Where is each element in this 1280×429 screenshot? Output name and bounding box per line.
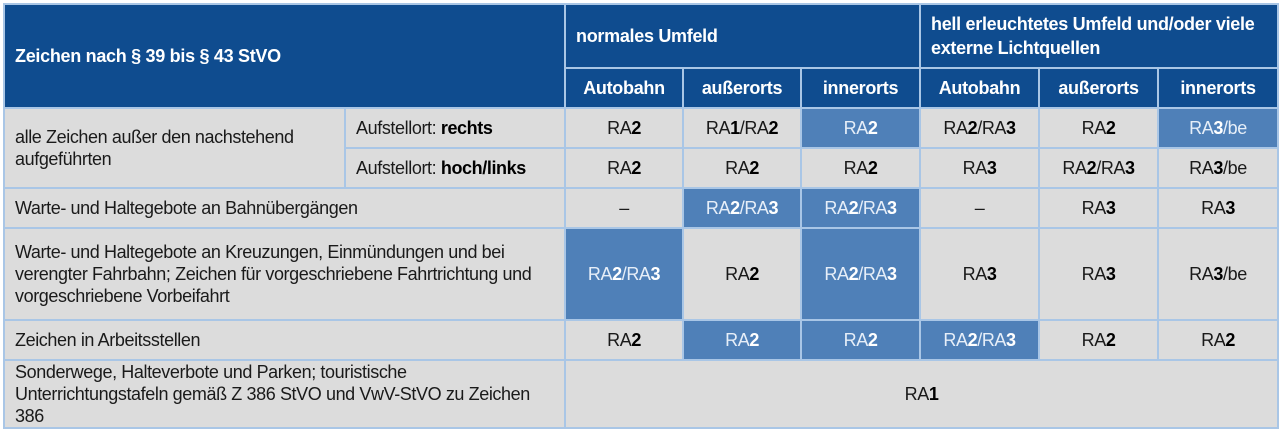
table-cell: RA2/RA3 bbox=[800, 227, 922, 321]
table-cell: RA2 bbox=[1157, 319, 1280, 361]
table-row: Zeichen in Arbeitsstellen RA2 RA2 RA2 RA… bbox=[2, 319, 1280, 361]
table-cell: RA2 bbox=[1038, 319, 1160, 361]
table-cell: RA2 bbox=[564, 319, 685, 361]
table-cell: RA2/RA3 bbox=[919, 319, 1041, 361]
table-cell: RA1/RA2 bbox=[682, 107, 803, 149]
sign-classification-table: Zeichen nach § 39 bis § 43 StVO normales… bbox=[2, 3, 1280, 429]
table-cell: RA3 bbox=[919, 147, 1041, 189]
row-sublabel: Aufstellort: rechts bbox=[343, 107, 567, 149]
table-cell: RA2/RA3 bbox=[800, 187, 922, 229]
row-label: Zeichen in Arbeitsstellen bbox=[2, 319, 567, 361]
table-cell: RA2 bbox=[682, 147, 803, 189]
table-cell: RA2/RA3 bbox=[1038, 147, 1160, 189]
table-cell: RA2 bbox=[800, 147, 922, 189]
table-cell: RA3 bbox=[1157, 187, 1280, 229]
table-cell: RA2 bbox=[682, 319, 803, 361]
table-cell: RA3 bbox=[919, 227, 1041, 321]
table-cell: RA3 bbox=[1038, 227, 1160, 321]
table-cell: RA2 bbox=[564, 107, 685, 149]
table-cell: RA2/RA3 bbox=[682, 187, 803, 229]
table-row: Warte- und Haltegebote an Bahnübergängen… bbox=[2, 187, 1280, 229]
col-innerorts: innerorts bbox=[1157, 67, 1280, 109]
row-label: alle Zeichen außer den nachstehend aufge… bbox=[3, 107, 346, 189]
row-label: Warte- und Haltegebote an Kreuzungen, Ei… bbox=[2, 227, 567, 321]
header-bright-environment: hell erleuchtetes Umfeld und/oder viele … bbox=[919, 3, 1280, 69]
col-autobahn: Autobahn bbox=[564, 67, 685, 109]
col-innerorts: innerorts bbox=[800, 67, 922, 109]
table-cell: RA2 bbox=[564, 147, 685, 189]
sublabel-prefix: Aufstellort: bbox=[356, 118, 441, 138]
table-cell: RA2 bbox=[682, 227, 803, 321]
table-cell: RA3/be bbox=[1157, 227, 1280, 321]
table-cell: RA2 bbox=[1038, 107, 1160, 149]
header-signs: Zeichen nach § 39 bis § 43 StVO bbox=[2, 3, 567, 109]
table-cell: – bbox=[919, 187, 1041, 229]
table-cell: RA1 bbox=[564, 359, 1280, 429]
table-cell: RA3/be bbox=[1157, 147, 1280, 189]
sublabel-bold: rechts bbox=[440, 118, 493, 138]
sublabel-bold: hoch/links bbox=[440, 158, 526, 178]
row-label: Sonderwege, Halteverbote und Parken; tou… bbox=[2, 359, 567, 429]
table-cell: – bbox=[564, 187, 685, 229]
col-ausserorts: außerorts bbox=[1038, 67, 1160, 109]
table-cell: RA3/be bbox=[1157, 107, 1280, 149]
row-label: Warte- und Haltegebote an Bahnübergängen bbox=[2, 187, 567, 229]
table-cell: RA2/RA3 bbox=[919, 107, 1041, 149]
row-sublabel: Aufstellort: hoch/links bbox=[343, 147, 567, 189]
table-row: Aufstellort: hoch/links RA2 RA2 RA2 RA3 … bbox=[4, 147, 1280, 189]
table-cell: RA2 bbox=[800, 319, 922, 361]
col-autobahn: Autobahn bbox=[919, 67, 1041, 109]
header-normal-environment: normales Umfeld bbox=[564, 3, 922, 69]
table-cell: RA2 bbox=[800, 107, 922, 149]
table-cell: RA3 bbox=[1038, 187, 1160, 229]
table-cell: RA2/RA3 bbox=[564, 227, 685, 321]
table-row: Sonderwege, Halteverbote und Parken; tou… bbox=[2, 359, 1280, 429]
table-row: Warte- und Haltegebote an Kreuzungen, Ei… bbox=[2, 227, 1280, 321]
table-row: alle Zeichen außer den nachstehend aufge… bbox=[3, 107, 1280, 189]
sublabel-prefix: Aufstellort: bbox=[356, 158, 441, 178]
col-ausserorts: außerorts bbox=[682, 67, 803, 109]
